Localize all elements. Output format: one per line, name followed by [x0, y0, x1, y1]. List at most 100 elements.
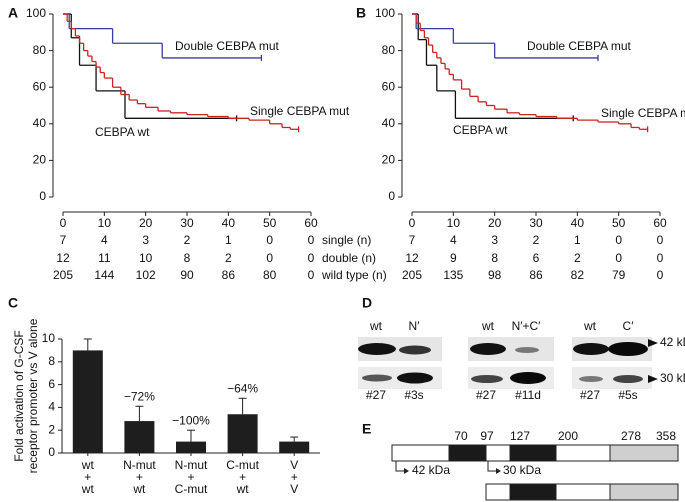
band [471, 375, 503, 383]
y-tick-label: 80 [382, 43, 396, 57]
risk-count: 3 [491, 233, 498, 247]
risk-count: 12 [56, 251, 70, 265]
y-tick-label: 40 [382, 116, 396, 130]
x-tick-label: 40 [571, 216, 585, 230]
x-tick-label: + [291, 470, 298, 484]
x-tick-label: + [84, 470, 91, 484]
panel-label: C [8, 295, 18, 311]
lane-label: N′+C′ [512, 319, 542, 333]
band [608, 342, 648, 356]
x-tick-label: V [290, 482, 298, 496]
product-label: 42 kDa [412, 463, 450, 477]
risk-count: 90 [180, 268, 194, 282]
position-label: 200 [558, 429, 578, 443]
risk-count: 12 [405, 251, 419, 265]
band [510, 372, 546, 384]
lane-label: wt [583, 319, 597, 333]
y-tick-label: 60 [382, 79, 396, 93]
band [515, 347, 539, 353]
annotation: −72% [124, 389, 155, 403]
domain [485, 483, 511, 501]
band [399, 345, 431, 355]
risk-count: 7 [60, 233, 67, 247]
blot-strip [572, 367, 652, 389]
arrowhead [648, 339, 658, 347]
risk-count: 9 [450, 251, 457, 265]
position-label: 97 [480, 429, 494, 443]
risk-count: 6 [533, 251, 540, 265]
risk-count: 4 [101, 233, 108, 247]
band [613, 375, 643, 383]
risk-row-label: wild type (n) [321, 268, 387, 282]
series-label: Single CEBPA mut [601, 106, 685, 120]
arrowhead [404, 468, 409, 474]
x-tick-label: 0 [60, 216, 67, 230]
risk-count: 0 [615, 251, 622, 265]
risk-count: 86 [222, 268, 236, 282]
y-tick-label: 100 [375, 6, 395, 20]
x-tick-label: N-mut [123, 458, 156, 472]
x-tick-label: + [239, 470, 246, 484]
annotation: −64% [227, 381, 258, 395]
x-tick-label: 20 [488, 216, 502, 230]
risk-count: 3 [142, 233, 149, 247]
risk-count: 86 [529, 268, 543, 282]
band [573, 343, 609, 355]
diagram: E 70 97 127 200 278 358 42 kDa 30 kDa [362, 421, 679, 501]
domain [609, 483, 679, 501]
domain [509, 483, 557, 501]
x-tick-label: wt [132, 482, 146, 496]
position-label: 127 [510, 429, 530, 443]
y-tick-label: 4 [48, 400, 55, 414]
y-tick-label: 100 [26, 6, 46, 20]
sample-label: #5s [618, 388, 637, 402]
sample-label: #3s [404, 388, 423, 402]
y-tick-label: 40 [33, 116, 47, 130]
y-axis-label: Fold activation of G-CSF [12, 330, 26, 461]
risk-count: 8 [184, 251, 191, 265]
y-tick-label: 8 [48, 354, 55, 368]
y-tick-label: 2 [48, 422, 55, 436]
bar [227, 414, 258, 453]
risk-count: 205 [53, 268, 73, 282]
risk-count: 79 [612, 268, 626, 282]
risk-count: 11 [98, 251, 111, 265]
position-label: 278 [621, 429, 641, 443]
risk-count: 2 [574, 251, 581, 265]
bar [124, 421, 155, 453]
sample-label: #27 [366, 388, 386, 402]
risk-count: 4 [450, 233, 457, 247]
x-tick-label: wt [81, 482, 95, 496]
start-arrow [487, 461, 496, 472]
x-tick-label: V [290, 458, 298, 472]
x-tick-label: 10 [447, 216, 461, 230]
y-tick-label: 0 [48, 445, 55, 459]
sample-label: #27 [580, 388, 600, 402]
x-tick-label: C-mut [226, 458, 259, 472]
x-tick-label: 60 [304, 216, 318, 230]
risk-count: 8 [491, 251, 498, 265]
domain [609, 444, 679, 462]
risk-count: 7 [409, 233, 416, 247]
risk-row-label: single (n) [322, 233, 371, 247]
y-tick-label: 20 [33, 153, 47, 167]
marker-label: 42 kDa [660, 335, 685, 349]
bar [176, 441, 206, 453]
risk-count: 0 [657, 233, 664, 247]
series-label: Double CEBPA mut [175, 39, 279, 53]
bar [279, 441, 310, 453]
position-label: 358 [656, 429, 676, 443]
risk-count: 98 [488, 268, 502, 282]
panel-label: D [362, 295, 372, 311]
domain [555, 483, 611, 501]
x-tick-label: 50 [612, 216, 626, 230]
domain [555, 444, 611, 462]
band [362, 374, 392, 382]
y-tick-label: 0 [388, 189, 395, 203]
sample-label: #11d [515, 388, 541, 402]
risk-count: 102 [136, 268, 156, 282]
risk-count: 0 [308, 251, 315, 265]
risk-count: 10 [139, 251, 153, 265]
